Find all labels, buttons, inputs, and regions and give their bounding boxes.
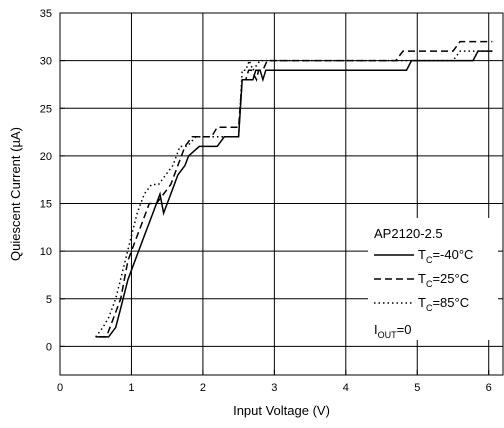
legend-entry-rest: =85°C [432, 295, 469, 310]
legend-title: AP2120-2.5 [374, 226, 443, 241]
legend-entry-main: T [418, 247, 426, 262]
legend-entry: TC=85°C [418, 295, 469, 313]
y-tick-label: 25 [40, 103, 52, 115]
legend-items: TC=-40°CTC=25°CTC=85°C [374, 247, 473, 313]
x-tick-label: 5 [414, 382, 420, 394]
y-tick-label: 10 [40, 246, 52, 258]
legend-entry: TC=-40°C [418, 247, 473, 265]
x-ticks: 0 1 2 3 4 5 6 [57, 370, 492, 394]
legend-entry-rest: =-40°C [432, 247, 473, 262]
legend-footer-sub: OUT [378, 330, 398, 340]
y-tick-label: 0 [46, 341, 52, 353]
series-layer [95, 40, 493, 338]
legend-entry-sub: C [426, 303, 433, 313]
y-tick-label: 35 [40, 8, 52, 20]
legend-entry-sub: C [426, 279, 433, 289]
legend-entry-rest: =25°C [432, 271, 469, 286]
legend-footer: IOUT=0 [374, 322, 411, 340]
series-line-dashed [99, 40, 493, 338]
x-axis-title: Input Voltage (V) [233, 403, 330, 418]
x-tick-label: 6 [486, 382, 492, 394]
x-tick-label: 3 [271, 382, 277, 394]
legend-entry-sub: C [426, 255, 433, 265]
legend-entry-main: T [418, 271, 426, 286]
x-tick-label: 1 [128, 382, 134, 394]
x-tick-label: 0 [57, 382, 63, 394]
legend-entry: TC=25°C [418, 271, 469, 289]
y-tick-label: 15 [40, 199, 52, 211]
y-tick-label: 30 [40, 56, 52, 68]
y-tick-label: 5 [46, 294, 52, 306]
legend-entry-main: T [418, 295, 426, 310]
legend-footer-rest: =0 [397, 322, 412, 337]
x-tick-label: 4 [343, 382, 349, 394]
plot-frame [59, 12, 504, 376]
legend: AP2120-2.5 TC=-40°CTC=25°CTC=85°C IOUT=0 [368, 218, 498, 340]
legend-footer-main: I [374, 322, 378, 337]
y-tick-label: 20 [40, 151, 52, 163]
series-line-dotted [95, 50, 493, 338]
y-ticks: 0 5 10 15 20 25 30 35 [40, 8, 65, 353]
x-tick-label: 2 [200, 382, 206, 394]
y-axis-title: Quiescent Current (µA) [8, 127, 23, 261]
